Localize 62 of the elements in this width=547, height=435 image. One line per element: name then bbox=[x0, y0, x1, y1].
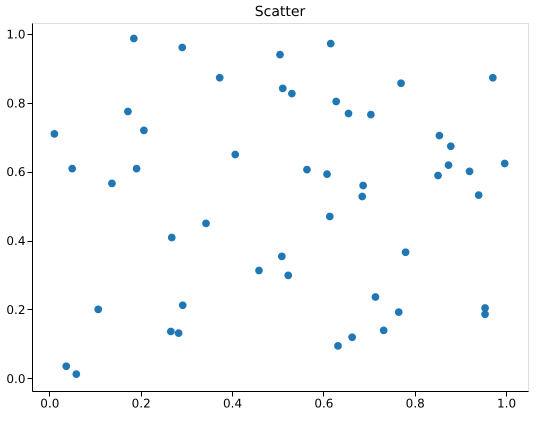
point bbox=[174, 329, 182, 338]
point bbox=[367, 110, 375, 118]
point bbox=[303, 166, 311, 174]
x-tick-label: 0.4 bbox=[222, 396, 242, 410]
point bbox=[255, 266, 263, 274]
point bbox=[446, 142, 455, 150]
x-tick-label: 0.8 bbox=[406, 396, 425, 410]
point bbox=[68, 164, 76, 172]
point bbox=[278, 84, 287, 92]
point bbox=[488, 74, 497, 82]
point bbox=[326, 40, 335, 48]
x-tick-label: 1.0 bbox=[497, 396, 516, 410]
x-tick-label: 0.6 bbox=[314, 396, 334, 410]
point bbox=[276, 50, 284, 59]
point bbox=[434, 172, 442, 180]
point bbox=[288, 90, 296, 98]
point bbox=[178, 44, 186, 52]
y-tick-label: 0.4 bbox=[6, 234, 26, 248]
point bbox=[278, 252, 286, 260]
point bbox=[500, 160, 509, 168]
point bbox=[166, 328, 175, 336]
point bbox=[50, 130, 58, 138]
point bbox=[348, 333, 356, 342]
x-tick-label: 0.2 bbox=[132, 396, 151, 410]
point bbox=[474, 191, 483, 199]
x-tick-label: 0.0 bbox=[40, 396, 60, 410]
point bbox=[284, 271, 292, 280]
point bbox=[444, 161, 452, 170]
point bbox=[124, 108, 132, 116]
point bbox=[344, 110, 352, 118]
point bbox=[397, 79, 405, 88]
point bbox=[130, 34, 138, 42]
point bbox=[323, 170, 331, 178]
y-tick-label: 0.0 bbox=[6, 372, 26, 386]
point bbox=[394, 308, 403, 316]
point bbox=[140, 126, 148, 134]
point bbox=[358, 192, 366, 200]
point bbox=[108, 180, 116, 188]
point bbox=[466, 168, 474, 176]
point bbox=[380, 326, 388, 334]
point bbox=[202, 219, 210, 228]
point bbox=[481, 310, 489, 318]
point bbox=[334, 342, 342, 350]
chart-title: Scatter bbox=[254, 4, 306, 20]
point bbox=[402, 248, 410, 256]
y-tick-label: 0.2 bbox=[6, 302, 26, 317]
point bbox=[372, 293, 380, 301]
y-tick-label: 0.8 bbox=[6, 96, 26, 110]
point bbox=[178, 301, 187, 310]
point bbox=[326, 212, 334, 220]
y-tick-label: 0.6 bbox=[6, 165, 26, 180]
point bbox=[168, 234, 176, 242]
point bbox=[62, 362, 70, 370]
point bbox=[436, 132, 444, 140]
point bbox=[231, 150, 240, 158]
point bbox=[132, 164, 140, 172]
point bbox=[359, 182, 367, 190]
point bbox=[72, 370, 80, 378]
point bbox=[332, 98, 340, 106]
y-tick-label: 1.0 bbox=[6, 28, 26, 42]
point bbox=[94, 306, 102, 314]
point bbox=[216, 74, 224, 82]
